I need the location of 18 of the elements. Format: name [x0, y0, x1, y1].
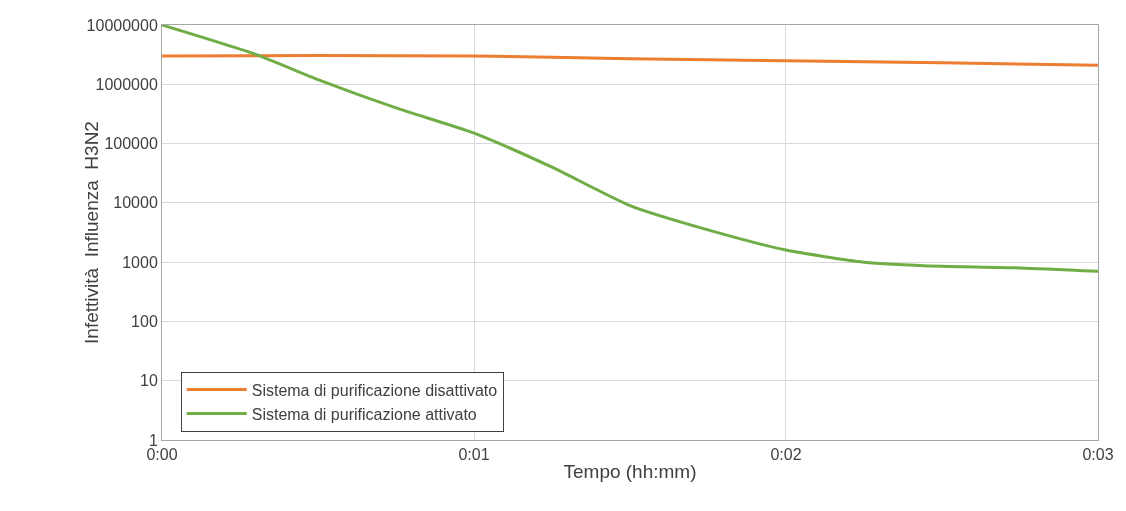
y-tick-label: 10000000	[86, 16, 158, 34]
y-tick-label: 10000	[113, 194, 158, 212]
line-series	[162, 54, 1098, 67]
x-axis-title: Tempo (hh:mm)	[563, 461, 697, 482]
x-tick-label: 0:02	[770, 446, 802, 464]
x-tick-label: 0:01	[458, 446, 490, 464]
y-tick-label: 100	[131, 313, 158, 331]
x-tick-label: 0:00	[146, 446, 178, 464]
legend-label: Sistema di purificazione attivato	[251, 405, 477, 423]
y-tick-label: 1000	[122, 253, 158, 271]
y-tick-label: 100000	[104, 135, 158, 153]
y-tick-label: 1	[148, 431, 158, 449]
y-tick-label: 10	[140, 372, 158, 390]
legend-label: Sistema di purificazione disattivato	[251, 381, 498, 399]
y-axis-title: Infettività Influenza H3N2	[81, 121, 103, 344]
y-tick-label: 1000000	[95, 75, 158, 93]
x-tick-label: 0:03	[1082, 446, 1114, 464]
line-series	[162, 25, 1098, 273]
